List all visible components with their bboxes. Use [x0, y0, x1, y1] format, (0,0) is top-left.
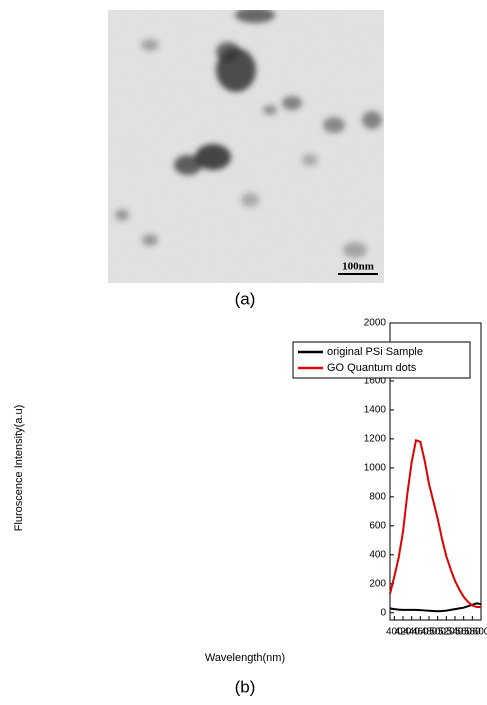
y-tick-label: 1400: [364, 405, 387, 416]
x-tick-label: 580: [464, 627, 481, 638]
data-line: [389, 439, 481, 608]
data-line: [389, 602, 482, 613]
y-tick-label: 1000: [364, 463, 387, 474]
legend-label: original PSi Sample: [327, 346, 423, 358]
y-axis-label: Fluroscence Intensity(a.u): [13, 405, 25, 532]
y-tick-label: 400: [369, 549, 386, 560]
scale-bar-label: 100nm: [342, 261, 374, 273]
y-tick-label: 1600: [364, 376, 387, 387]
x-tick-label: 460: [412, 627, 429, 638]
x-tick-label: 600: [473, 627, 487, 638]
x-tick-label: 560: [455, 627, 472, 638]
x-tick-label: 400: [386, 627, 403, 638]
y-tick-label: 600: [369, 520, 386, 531]
caption-a: (a): [235, 289, 256, 308]
y-tick-label: 2000: [364, 318, 387, 329]
y-tick-label: 200: [369, 578, 386, 589]
y-tick-label: 800: [369, 491, 386, 502]
x-tick-label: 540: [447, 627, 464, 638]
x-tick-label: 420: [395, 627, 412, 638]
tem-image: 100nm: [108, 10, 384, 283]
x-tick-label: 440: [403, 627, 420, 638]
legend-label: GO Quantum dots: [327, 362, 417, 374]
x-tick-label: 500: [429, 627, 446, 638]
y-tick-label: 1200: [364, 434, 387, 445]
x-axis-label: Wavelength(nm): [205, 652, 285, 664]
y-tick-label: 0: [380, 607, 386, 618]
plot-frame: [389, 322, 482, 621]
x-tick-label: 480: [421, 627, 438, 638]
legend-box: [292, 341, 471, 379]
x-tick-label: 520: [438, 627, 455, 638]
caption-b: (b): [235, 677, 256, 696]
